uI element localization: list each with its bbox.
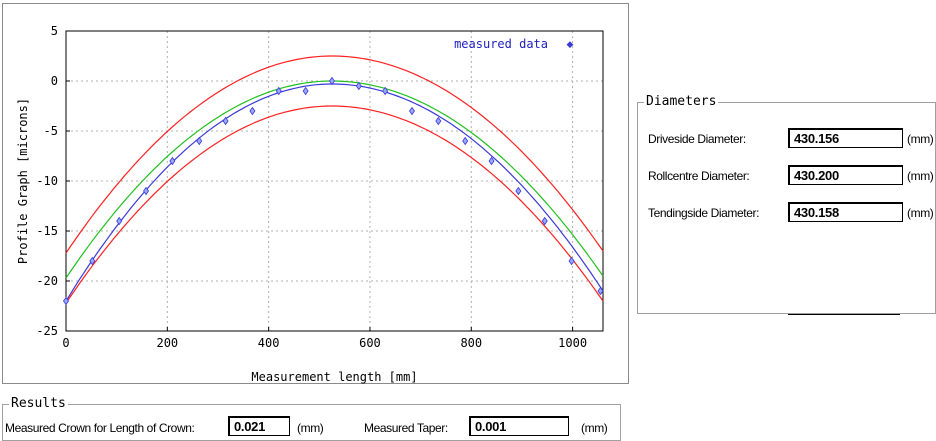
data-point xyxy=(143,186,150,196)
data-point xyxy=(462,136,469,146)
y-axis-label: Profile Graph [microns] xyxy=(16,98,30,264)
diameters-title: Diameters xyxy=(644,94,719,110)
crown-label: Measured Crown for Length of Crown: xyxy=(5,421,195,435)
data-point xyxy=(328,76,335,86)
driveside-diameter-unit: (mm) xyxy=(907,132,934,146)
profile-chart-panel: 0 200 400 600 800 1000 5 0 -5 -10 -15 -20 -25 measur… xyxy=(2,3,629,384)
curve-line xyxy=(65,55,604,254)
y-tick-label: -15 xyxy=(36,224,58,238)
profile-chart: 0 200 400 600 800 1000 5 0 -5 -10 -15 -20 -25 measur… xyxy=(16,24,604,384)
y-tick-label: 5 xyxy=(51,24,58,38)
diameters-group: Diameters Driveside Diameter: 430.156 (m… xyxy=(637,94,936,314)
curve-line xyxy=(65,83,604,302)
data-point xyxy=(63,296,69,306)
data-point xyxy=(196,136,203,146)
rollcentre-diameter-unit: (mm) xyxy=(907,169,934,183)
results-title: Results xyxy=(9,396,68,412)
tendingside-diameter-label: Tendingside Diameter: xyxy=(648,206,759,220)
data-point xyxy=(409,106,416,116)
data-point xyxy=(435,116,442,126)
data-point xyxy=(382,86,389,96)
diameters-divider xyxy=(788,314,900,315)
data-point xyxy=(249,106,256,116)
data-point xyxy=(488,156,495,166)
taper-unit: (mm) xyxy=(581,421,608,435)
data-point xyxy=(568,256,575,266)
driveside-diameter-label: Driveside Diameter: xyxy=(648,132,746,146)
x-tick-label: 0 xyxy=(62,336,69,350)
y-tick-label: -20 xyxy=(36,274,58,288)
data-point xyxy=(597,286,604,296)
taper-label: Measured Taper: xyxy=(364,421,448,435)
y-tick-label: -25 xyxy=(36,324,58,338)
driveside-diameter-field[interactable]: 430.156 xyxy=(788,128,903,148)
curve-line xyxy=(65,105,604,304)
x-tick-label: 800 xyxy=(460,336,482,350)
crown-unit: (mm) xyxy=(297,421,324,435)
rollcentre-diameter-label: Rollcentre Diameter: xyxy=(648,169,750,183)
x-tick-label: 1000 xyxy=(558,336,587,350)
x-tick-label: 400 xyxy=(258,336,280,350)
data-point xyxy=(222,116,229,126)
fitted-curves xyxy=(65,55,604,304)
data-point xyxy=(302,86,309,96)
x-tick-label: 600 xyxy=(359,336,381,350)
curve-line xyxy=(65,80,604,279)
data-point xyxy=(169,156,176,166)
data-point xyxy=(275,86,282,96)
data-point xyxy=(541,216,548,226)
rollcentre-diameter-field[interactable]: 430.200 xyxy=(788,165,903,185)
tendingside-diameter-field[interactable]: 430.158 xyxy=(788,202,903,222)
x-tick-label: 200 xyxy=(156,336,178,350)
crown-value-field[interactable]: 0.021 xyxy=(228,416,290,436)
y-tick-label: -10 xyxy=(36,174,58,188)
data-point xyxy=(355,81,362,91)
legend-label: measured data xyxy=(454,37,548,51)
y-tick-label: -5 xyxy=(44,124,58,138)
data-point xyxy=(89,256,96,266)
legend-marker: ◆ xyxy=(567,39,574,49)
data-point xyxy=(116,216,123,226)
x-axis-label: Measurement length [mm] xyxy=(251,370,417,384)
chart-grid xyxy=(65,30,603,332)
axis-ticks: 0 200 400 600 800 1000 5 0 -5 -10 -15 -20 -25 xyxy=(36,24,587,350)
measured-points xyxy=(63,76,604,306)
tendingside-diameter-unit: (mm) xyxy=(907,206,934,220)
y-tick-label: 0 xyxy=(51,74,58,88)
taper-value-field[interactable]: 0.001 xyxy=(469,416,569,436)
results-group: Results Measured Crown for Length of Cro… xyxy=(2,396,621,441)
data-point xyxy=(515,186,522,196)
